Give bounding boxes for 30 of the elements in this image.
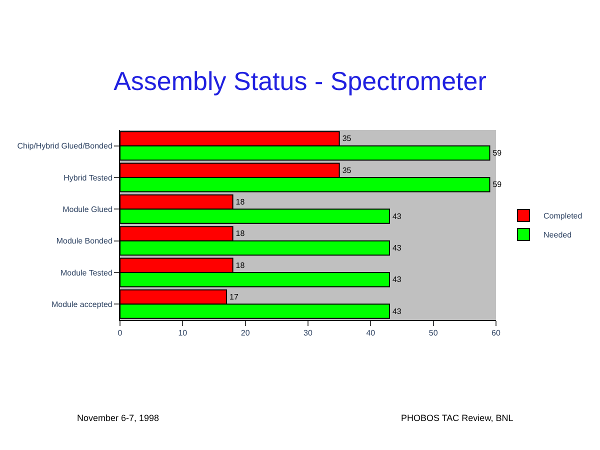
y-tick-label: Chip/Hybrid Glued/Bonded bbox=[17, 142, 112, 151]
data-label: 35 bbox=[342, 134, 352, 144]
text: PHOBOS TAC Review, BNL bbox=[401, 413, 514, 423]
data-label: 59 bbox=[492, 148, 502, 158]
data-label: 43 bbox=[392, 212, 402, 221]
data-label: 43 bbox=[392, 306, 402, 316]
text: November 6-7, 1998 bbox=[77, 413, 160, 423]
data-label: 18 bbox=[236, 229, 246, 238]
legend-label: Completed bbox=[544, 212, 582, 221]
x-tick-label: 10 bbox=[178, 328, 188, 338]
y-tick-label: Module accepted bbox=[51, 300, 112, 309]
data-label: 59 bbox=[492, 180, 502, 190]
x-tick-label: 40 bbox=[366, 328, 376, 338]
chart-title: Assembly Status - Spectrometer bbox=[114, 66, 487, 96]
x-tick-label: 30 bbox=[304, 328, 313, 338]
x-tick-label: 0 bbox=[118, 328, 123, 338]
x-tick-label: 50 bbox=[428, 328, 438, 338]
x-tick-label: 20 bbox=[240, 328, 250, 338]
y-tick-label: Module Bonded bbox=[56, 236, 112, 246]
legend-label: Needed bbox=[544, 230, 572, 240]
data-label: 43 bbox=[392, 243, 402, 252]
x-tick-label: 60 bbox=[492, 328, 501, 338]
data-label: 35 bbox=[342, 166, 352, 175]
y-tick-label: Hybrid Tested bbox=[64, 173, 112, 182]
y-tick-label: Module Glued bbox=[62, 204, 112, 214]
data-label: 18 bbox=[236, 198, 246, 207]
data-label: 17 bbox=[230, 292, 239, 302]
data-label: 43 bbox=[392, 275, 402, 284]
data-label: 18 bbox=[236, 260, 246, 270]
y-tick-label: Module Tested bbox=[60, 268, 112, 278]
